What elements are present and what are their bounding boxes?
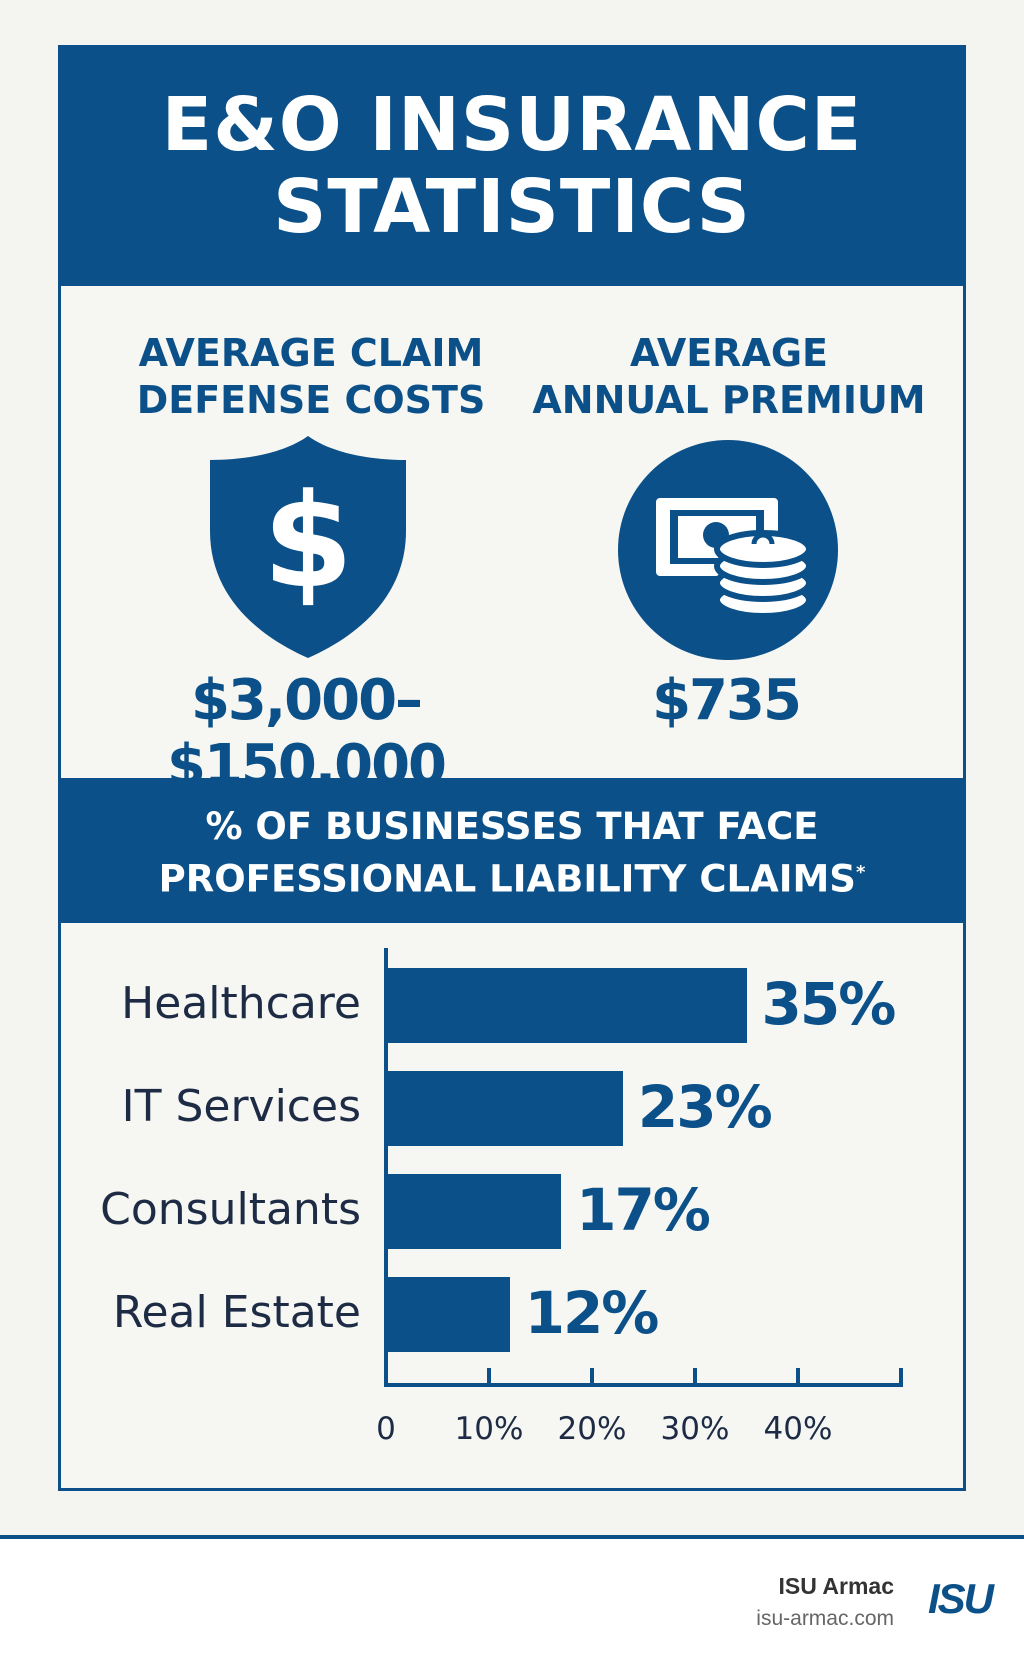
bar-consultants (386, 1174, 562, 1249)
x-tick-label: 0 (376, 1411, 396, 1447)
annual-premium-label-line-2: ANNUAL PREMIUM (532, 378, 926, 422)
infographic-frame: E&O INSURANCE STATISTICS AVERAGE CLAIM D… (58, 45, 966, 1491)
bar-chart: 0 10% 20% 30% 40% Healthcare 35% IT Services 23%… (61, 923, 963, 1488)
x-tick-label: 10% (454, 1411, 524, 1447)
annual-premium-label: AVERAGE ANNUAL PREMIUM (509, 330, 949, 424)
x-tick-label: 40% (763, 1411, 833, 1447)
section-band: % OF BUSINESSES THAT FACE PROFESSIONAL L… (61, 778, 963, 923)
x-tick (590, 1368, 594, 1384)
x-tick (487, 1368, 491, 1384)
category-label: Consultants (100, 1184, 361, 1235)
title-band: E&O INSURANCE STATISTICS (61, 48, 963, 286)
footer: ISU Armac isu-armac.com ISU (0, 1539, 1024, 1666)
section-title-text: PROFESSIONAL LIABILITY CLAIMS (158, 857, 856, 901)
title-line-1: E&O INSURANCE (161, 82, 863, 168)
x-tick-label: 30% (660, 1411, 730, 1447)
x-tick-label: 20% (557, 1411, 627, 1447)
brand-name: ISU Armac (778, 1573, 894, 1599)
section-title-line-2: PROFESSIONAL LIABILITY CLAIMS* (61, 850, 963, 902)
bar-it-services (386, 1071, 623, 1146)
claim-costs-label-line-1: AVERAGE CLAIM (138, 331, 484, 375)
value-label: 35% (761, 970, 897, 1038)
category-label: Real Estate (112, 1287, 361, 1338)
footnote-mark: * (855, 862, 866, 883)
claim-costs-value: $3,000–$150,000 (166, 668, 447, 798)
x-axis-line (384, 1383, 903, 1387)
annual-premium-value: $735 (652, 668, 802, 733)
cash-coins-icon (618, 440, 838, 660)
section-title-line-1: % OF BUSINESSES THAT FACE (205, 805, 819, 848)
bar-real-estate (386, 1277, 510, 1352)
x-tick (899, 1368, 903, 1384)
bar-healthcare (386, 968, 747, 1043)
value-label: 23% (637, 1073, 773, 1141)
value-label: 17% (576, 1176, 711, 1244)
value-label: 12% (524, 1279, 660, 1347)
claim-costs-label: AVERAGE CLAIM DEFENSE COSTS (91, 330, 531, 424)
title-line-2: STATISTICS (273, 164, 751, 250)
shield-dollar-icon: $ (210, 436, 406, 658)
category-label: IT Services (121, 1081, 361, 1132)
category-label: Healthcare (121, 978, 361, 1029)
svg-text:$: $ (263, 465, 353, 617)
isu-logo: ISU (928, 1575, 994, 1622)
y-axis-line (384, 948, 388, 1385)
x-tick (796, 1368, 800, 1384)
footer-divider (0, 1535, 1024, 1539)
x-tick (693, 1368, 697, 1384)
claim-costs-label-line-2: DEFENSE COSTS (136, 378, 486, 422)
annual-premium-label-line-1: AVERAGE (629, 331, 828, 375)
brand-url[interactable]: isu-armac.com (756, 1607, 894, 1630)
